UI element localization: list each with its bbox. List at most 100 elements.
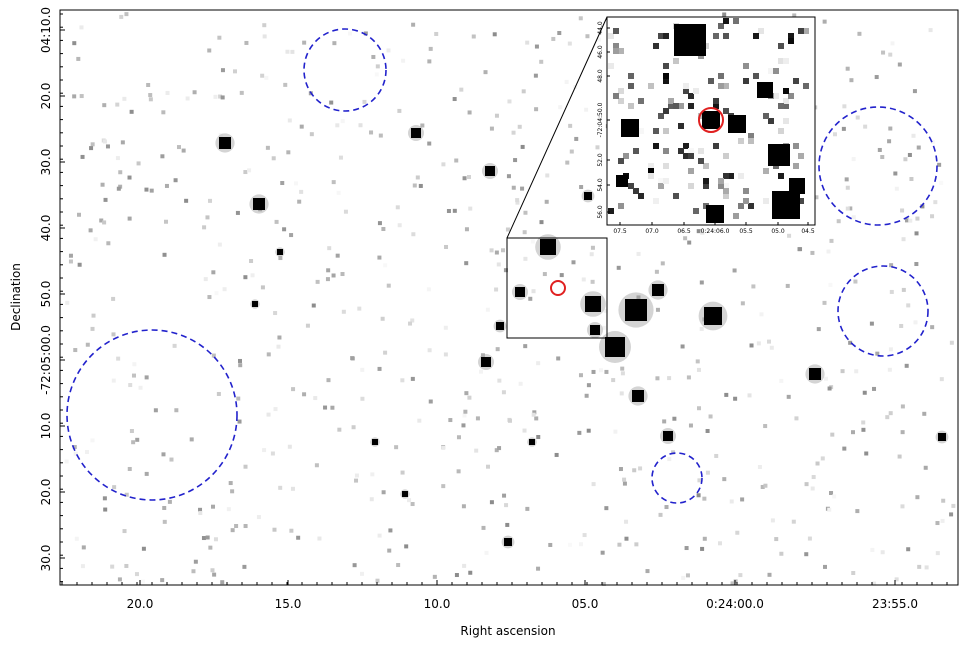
pixel <box>853 279 858 284</box>
pixel <box>506 174 511 179</box>
pixel <box>459 87 464 92</box>
pixel <box>783 118 789 124</box>
pixel <box>619 391 624 396</box>
pixel <box>362 99 367 104</box>
pixel <box>798 153 804 159</box>
pixel <box>658 512 663 517</box>
pixel <box>441 445 446 450</box>
pixel <box>497 446 502 451</box>
pixel <box>713 143 719 149</box>
pixel <box>260 285 265 290</box>
pixel <box>278 485 283 490</box>
pixel <box>363 31 368 36</box>
pixel <box>539 220 544 225</box>
pixel <box>900 404 905 409</box>
pixel <box>471 34 476 39</box>
pixel <box>412 183 417 188</box>
pixel <box>228 481 233 486</box>
inset-x-tick-label: 07.0 <box>645 228 659 235</box>
pixel <box>144 375 149 380</box>
pixel <box>136 161 141 166</box>
star-core <box>809 368 821 380</box>
pixel <box>753 73 759 79</box>
pixel <box>915 216 920 221</box>
pixel <box>528 296 533 301</box>
pixel <box>906 303 911 308</box>
pixel <box>914 262 919 267</box>
pixel <box>117 577 122 582</box>
pixel <box>317 536 322 541</box>
pixel <box>620 366 625 371</box>
pixel <box>408 321 413 326</box>
pixel <box>951 503 956 508</box>
pixel <box>330 405 335 410</box>
pixel <box>338 155 343 160</box>
pixel <box>798 247 803 252</box>
pixel <box>396 563 401 568</box>
pixel <box>274 219 279 224</box>
pixel <box>236 396 241 401</box>
pixel <box>663 73 669 79</box>
pixel <box>505 522 510 527</box>
pixel <box>751 284 756 289</box>
pixel <box>791 519 796 524</box>
pixel <box>861 427 866 432</box>
pixel <box>897 454 902 459</box>
pixel <box>185 96 190 101</box>
pixel <box>648 163 654 169</box>
pixel <box>148 97 153 102</box>
pixel <box>697 478 702 483</box>
pixel <box>888 347 893 352</box>
pixel <box>889 289 894 294</box>
pixel <box>738 203 744 209</box>
pixel <box>205 535 210 540</box>
pixel <box>578 373 583 378</box>
pixel <box>678 148 684 154</box>
pixel <box>703 163 709 169</box>
pixel <box>208 545 213 550</box>
pixel <box>688 148 694 154</box>
pixel <box>763 198 769 204</box>
pixel <box>375 64 380 69</box>
pixel <box>290 49 295 54</box>
pixel <box>793 163 799 169</box>
pixel <box>244 40 249 45</box>
pixel <box>810 250 815 255</box>
pixel <box>90 438 95 443</box>
pixel <box>191 569 196 574</box>
pixel <box>832 494 837 499</box>
pixel <box>915 495 920 500</box>
star-core <box>504 538 512 546</box>
pixel <box>743 78 749 84</box>
pixel <box>201 536 206 541</box>
pixel <box>335 253 340 258</box>
pixel <box>854 369 859 374</box>
pixel <box>397 223 402 228</box>
pixel <box>788 33 794 39</box>
inset-y-tick-label: -72:04:50.0 <box>597 102 604 137</box>
pixel <box>226 507 231 512</box>
pixel <box>618 203 624 209</box>
pixel <box>693 88 699 94</box>
star-core <box>652 284 664 296</box>
star-core <box>496 322 504 330</box>
pixel <box>492 32 497 37</box>
pixel <box>658 178 664 184</box>
pixel <box>230 528 235 533</box>
pixel <box>122 96 127 101</box>
pixel <box>779 551 784 556</box>
pixel <box>79 94 84 99</box>
pixel <box>823 564 828 569</box>
pixel <box>880 550 885 555</box>
pixel <box>386 48 391 53</box>
pixel <box>102 139 107 144</box>
pixel <box>568 123 573 128</box>
pixel <box>773 68 779 74</box>
pixel <box>489 500 494 505</box>
pixel <box>685 573 690 578</box>
star-core <box>625 299 647 321</box>
pixel <box>687 240 692 245</box>
pixel <box>198 507 203 512</box>
pixel <box>496 262 501 267</box>
